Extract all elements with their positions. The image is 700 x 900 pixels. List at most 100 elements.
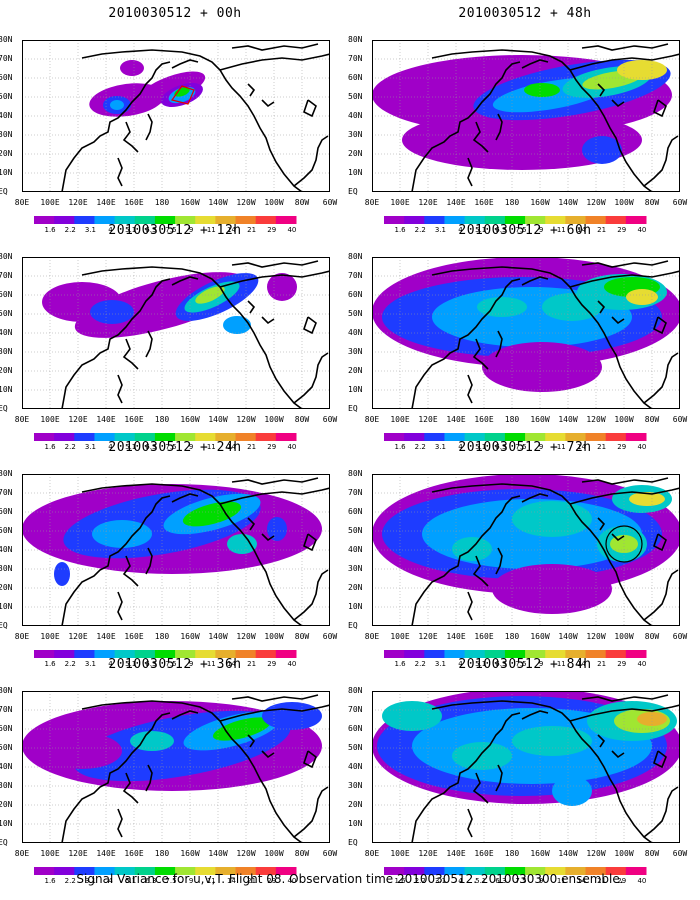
lon-label: 60W: [672, 632, 688, 641]
colorbar-swatch: [424, 867, 445, 875]
coastline: [293, 352, 329, 404]
variance-contour: [110, 100, 124, 110]
coastline: [643, 786, 679, 838]
lon-label: 140W: [558, 632, 578, 641]
colorbar-label: 29: [267, 660, 276, 668]
colorbar-label: 40: [637, 443, 646, 451]
coastline: [145, 113, 153, 141]
lon-label: 80E: [14, 415, 30, 424]
coastline: [219, 704, 330, 722]
coastline: [521, 276, 549, 286]
colorbar-swatch: [605, 650, 627, 658]
lat-label: 50N: [348, 743, 363, 752]
lon-label: 120W: [236, 632, 256, 641]
coastline: [247, 300, 256, 314]
colorbar: 1.6 2.2 3.1 4 5.1 6.3 7.5 9 11 14 21 29 40: [384, 867, 647, 885]
coastline: [467, 157, 473, 187]
lat-label: 30N: [348, 564, 363, 573]
lon-label: 80E: [364, 632, 380, 641]
lon-label: 140W: [208, 849, 228, 858]
colorbar-label: 6.3: [495, 660, 506, 668]
colorbar-swatch: [255, 433, 277, 441]
coastline: [171, 493, 199, 503]
colorbar-label: 4: [108, 660, 113, 668]
coastline: [472, 772, 489, 804]
coastline: [117, 591, 123, 621]
colorbar-swatch: [404, 867, 425, 875]
coastline: [231, 260, 319, 268]
coastline: [231, 477, 319, 485]
lat-label: EQ: [0, 621, 8, 630]
variance-contour: [582, 136, 622, 164]
colorbar-label: 6.3: [495, 226, 506, 234]
colorbar-label: 3.1: [85, 443, 96, 451]
lon-label: 180: [154, 198, 170, 207]
lon-label: 100E: [390, 198, 410, 207]
coastline: [597, 734, 606, 748]
colorbar-swatch: [154, 650, 176, 658]
colorbar-swatch: [484, 867, 506, 875]
colorbar-swatch: [114, 433, 136, 441]
colorbar-swatch: [74, 867, 95, 875]
longitude-axis: 80E 100E 120E 140E 160E 180 160W 140W 120W 100W 80…: [362, 198, 690, 210]
colorbar: 1.6 2.2 3.1 4 5.1 6.3 7.5 9 11 14 21 29 40: [384, 433, 647, 451]
coastline: [122, 555, 139, 587]
colorbar-swatch: [504, 867, 526, 875]
lat-label: 60N: [348, 724, 363, 733]
lon-label: 160E: [124, 849, 144, 858]
colorbar-swatch: [484, 650, 506, 658]
lon-label: 140E: [446, 198, 466, 207]
lon-label: 120W: [586, 198, 606, 207]
lon-label: 140E: [96, 632, 116, 641]
variance-contour: [130, 731, 174, 751]
variance-contour: [90, 300, 134, 324]
lat-label: 70N: [348, 705, 363, 714]
colorbar-swatch: [625, 216, 647, 224]
lat-label: 70N: [348, 54, 363, 63]
coastline: [643, 135, 679, 187]
lon-label: 100W: [264, 849, 284, 858]
lon-label: 160W: [530, 415, 550, 424]
colorbar-label: 2.2: [415, 226, 426, 234]
colorbar-label: 9: [539, 443, 543, 451]
coastline: [303, 750, 317, 769]
coastline: [293, 786, 329, 838]
coastline: [117, 374, 123, 404]
colorbar-swatch: [175, 867, 196, 875]
colorbar-swatch: [444, 867, 466, 875]
colorbar-swatch: [34, 433, 55, 441]
colorbar-label: 29: [617, 877, 626, 885]
lon-label: 100E: [390, 415, 410, 424]
lon-label: 120E: [418, 632, 438, 641]
lon-label: 140E: [446, 632, 466, 641]
colorbar-label: 6.3: [145, 660, 156, 668]
colorbar-swatch: [525, 216, 546, 224]
colorbar-swatch: [195, 867, 216, 875]
lat-label: 50N: [348, 526, 363, 535]
colorbar-swatch: [504, 216, 526, 224]
lat-label: EQ: [0, 404, 8, 413]
longitude-axis: 80E 100E 120E 140E 160E 180 160W 140W 120W 100W 80…: [362, 415, 690, 427]
coastline: [581, 260, 669, 268]
colorbar-label: 6.3: [145, 877, 156, 885]
colorbar-label: 7.5: [165, 877, 176, 885]
lon-label: 80E: [364, 849, 380, 858]
colorbar-label: 29: [267, 443, 276, 451]
colorbar: 1.6 2.2 3.1 4 5.1 6.3 7.5 9 11 14 21 29 40: [384, 650, 647, 668]
lat-label: 20N: [348, 800, 363, 809]
colorbar-swatch: [54, 650, 75, 658]
lon-label: 120W: [236, 198, 256, 207]
variance-contour: [227, 534, 257, 554]
colorbar-swatch: [424, 216, 445, 224]
lon-label: 80W: [294, 198, 310, 207]
colorbar-label: 9: [539, 877, 543, 885]
lat-label: 80N: [348, 35, 363, 44]
lat-label: 60N: [348, 290, 363, 299]
lat-label: EQ: [348, 838, 358, 847]
lat-label: 30N: [348, 781, 363, 790]
lat-label: 70N: [348, 271, 363, 280]
coastline: [472, 121, 489, 153]
lon-label: 180: [154, 415, 170, 424]
lat-label: 20N: [348, 149, 363, 158]
lat-label: 60N: [0, 507, 13, 516]
